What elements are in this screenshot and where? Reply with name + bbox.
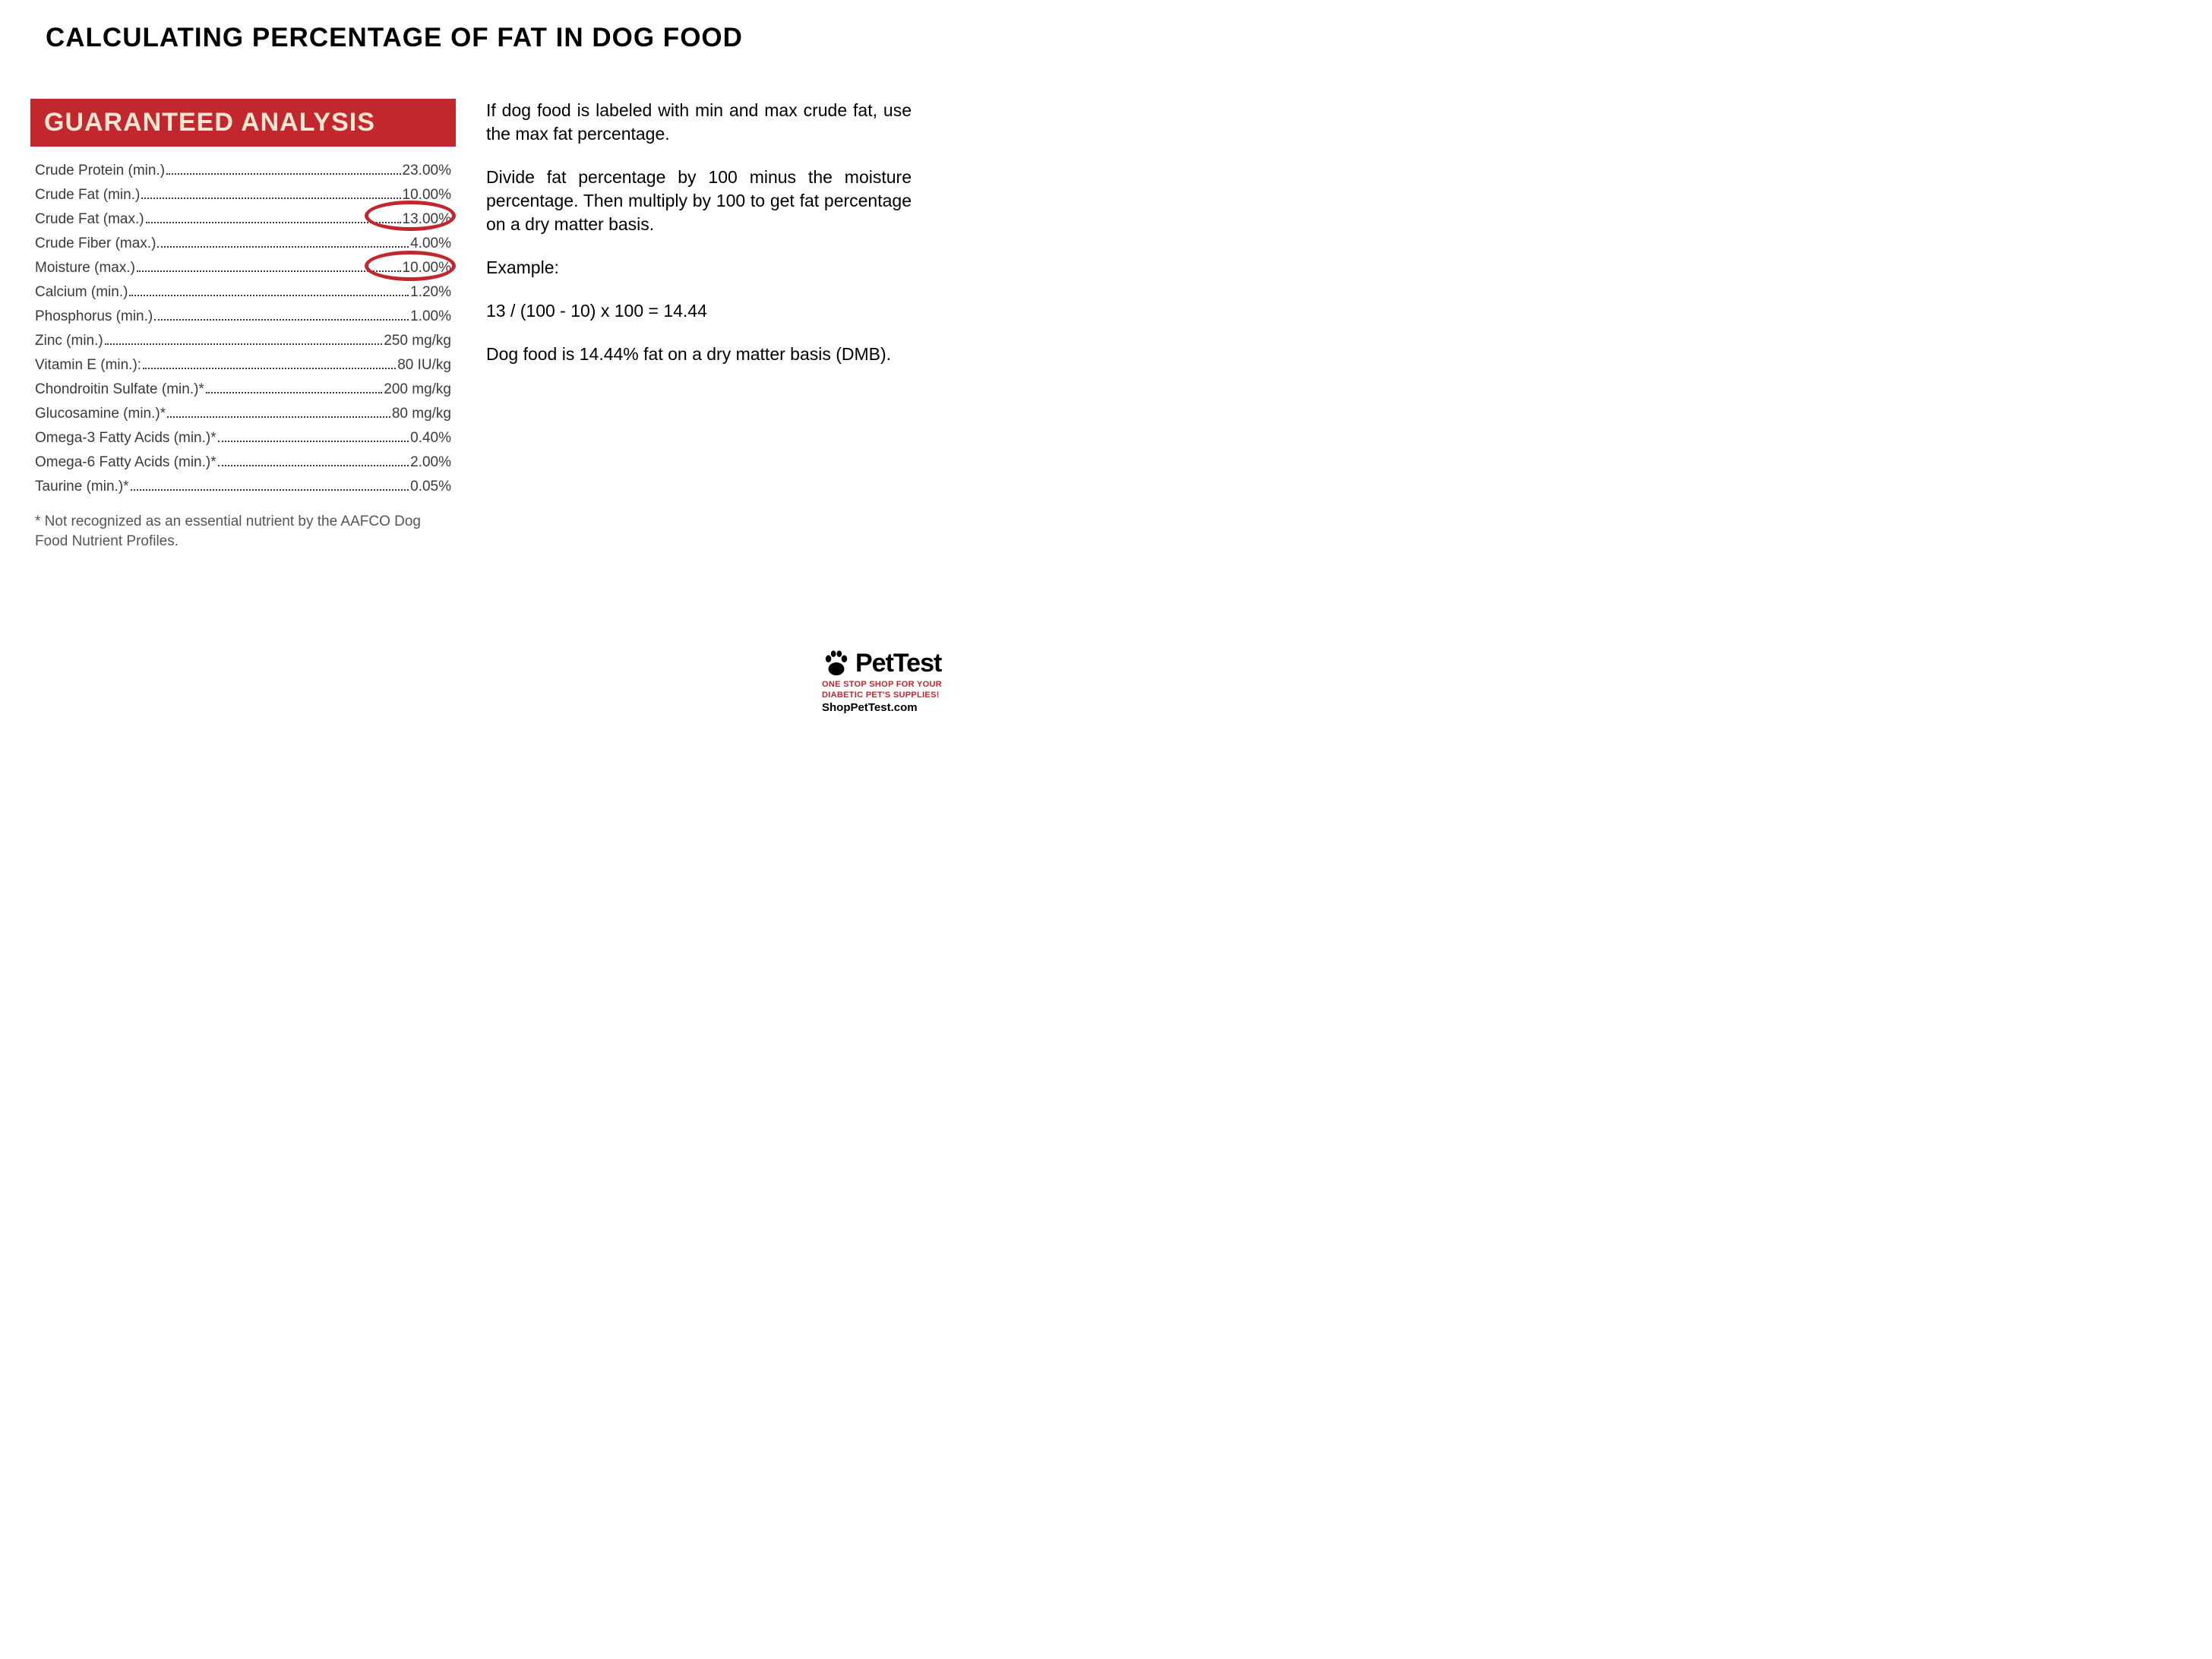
nutrient-value: 0.40% — [410, 430, 451, 447]
nutrient-label: Crude Protein (min.) — [35, 163, 165, 179]
leader-dots — [166, 160, 400, 175]
explain-p1: If dog food is labeled with min and max … — [486, 99, 912, 146]
leader-dots — [129, 282, 409, 296]
nutrient-value: 23.00% — [403, 163, 451, 179]
nutrient-row: Crude Fiber (max.) 4.00% — [35, 233, 451, 252]
explain-p5: Dog food is 14.44% fat on a dry matter b… — [486, 343, 912, 366]
page-title: CALCULATING PERCENTAGE OF FAT IN DOG FOO… — [46, 23, 942, 53]
nutrient-value: 1.00% — [410, 308, 451, 325]
explanation-panel: If dog food is labeled with min and max … — [486, 99, 912, 386]
nutrient-value: 80 mg/kg — [392, 406, 451, 422]
nutrient-row: Chondroitin Sulfate (min.)* 200 mg/kg — [35, 379, 451, 398]
explain-p2: Divide fat percentage by 100 minus the m… — [486, 166, 912, 236]
nutrient-label: Taurine (min.)* — [35, 479, 129, 495]
leader-dots — [146, 209, 401, 223]
leader-dots — [167, 403, 390, 418]
nutrient-value: 10.00% — [403, 260, 451, 276]
leader-dots — [131, 476, 409, 491]
nutrient-value: 10.00% — [403, 187, 451, 204]
nutrient-row: Calcium (min.) 1.20% — [35, 282, 451, 301]
nutrient-row: Vitamin E (min.): 80 IU/kg — [35, 355, 451, 374]
nutrient-row: Moisture (max.) 10.00% — [35, 258, 451, 276]
explain-p4: 13 / (100 - 10) x 100 = 14.44 — [486, 299, 912, 323]
nutrient-label: Vitamin E (min.): — [35, 357, 141, 374]
leader-dots — [137, 258, 401, 272]
nutrient-value: 1.20% — [410, 284, 451, 301]
leader-dots — [157, 233, 409, 248]
nutrient-value: 200 mg/kg — [384, 381, 451, 398]
brand-tagline-2: DIABETIC PET'S SUPPLIES! — [822, 690, 942, 700]
nutrient-value: 4.00% — [410, 235, 451, 252]
nutrient-label: Zinc (min.) — [35, 333, 103, 349]
nutrient-label: Glucosamine (min.)* — [35, 406, 166, 422]
leader-dots — [143, 355, 396, 369]
nutrient-value: 0.05% — [410, 479, 451, 495]
nutrient-row: Crude Fat (max.) 13.00% — [35, 209, 451, 228]
nutrient-row: Taurine (min.)* 0.05% — [35, 476, 451, 495]
leader-dots — [105, 330, 383, 345]
leader-dots — [218, 428, 409, 442]
nutrient-row: Crude Fat (min.) 10.00% — [35, 185, 451, 204]
nutrient-row: Omega-3 Fatty Acids (min.)* 0.40% — [35, 428, 451, 447]
brand-site: ShopPetTest.com — [822, 701, 942, 714]
analysis-header: GUARANTEED ANALYSIS — [30, 99, 456, 147]
nutrient-label: Moisture (max.) — [35, 260, 135, 276]
analysis-panel: GUARANTEED ANALYSIS Crude Protein (min.)… — [30, 99, 456, 551]
nutrient-row: Omega-6 Fatty Acids (min.)* 2.00% — [35, 452, 451, 471]
nutrient-label: Omega-3 Fatty Acids (min.)* — [35, 430, 216, 447]
nutrient-row: Crude Protein (min.) 23.00% — [35, 160, 451, 179]
leader-dots — [206, 379, 382, 393]
explain-p3: Example: — [486, 256, 912, 280]
nutrient-label: Crude Fat (max.) — [35, 211, 144, 228]
content-area: GUARANTEED ANALYSIS Crude Protein (min.)… — [30, 99, 942, 551]
brand-tagline-1: ONE STOP SHOP FOR YOUR — [822, 680, 942, 690]
nutrient-label: Chondroitin Sulfate (min.)* — [35, 381, 204, 398]
nutrient-label: Crude Fat (min.) — [35, 187, 140, 204]
nutrient-list: Crude Protein (min.) 23.00% Crude Fat (min… — [30, 160, 456, 495]
nutrient-value: 2.00% — [410, 454, 451, 471]
nutrient-label: Omega-6 Fatty Acids (min.)* — [35, 454, 216, 471]
leader-dots — [154, 306, 409, 321]
paw-icon — [822, 649, 851, 678]
leader-dots — [218, 452, 409, 466]
nutrient-value: 80 IU/kg — [397, 357, 451, 374]
brand-logo: PetTest ONE STOP SHOP FOR YOUR DIABETIC … — [822, 649, 942, 714]
nutrient-row: Zinc (min.) 250 mg/kg — [35, 330, 451, 349]
nutrient-row: Glucosamine (min.)* 80 mg/kg — [35, 403, 451, 422]
footnote: * Not recognized as an essential nutrien… — [30, 512, 456, 551]
leader-dots — [141, 185, 400, 199]
nutrient-row: Phosphorus (min.) 1.00% — [35, 306, 451, 325]
nutrient-value: 250 mg/kg — [384, 333, 451, 349]
nutrient-label: Crude Fiber (max.) — [35, 235, 156, 252]
brand-name: PetTest — [855, 649, 941, 678]
nutrient-label: Calcium (min.) — [35, 284, 128, 301]
nutrient-label: Phosphorus (min.) — [35, 308, 153, 325]
nutrient-value: 13.00% — [403, 211, 451, 228]
